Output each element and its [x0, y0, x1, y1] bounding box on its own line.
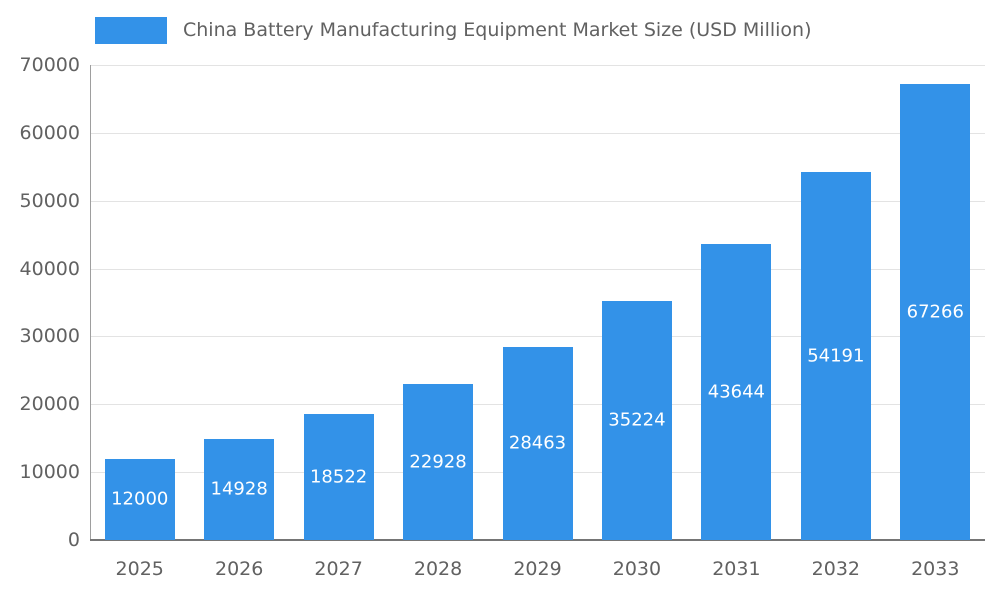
- bar: [601, 300, 672, 540]
- bar-value-label: 67266: [906, 301, 964, 323]
- y-axis-tick-label: 20000: [19, 393, 80, 416]
- x-axis-tick-label: 2027: [314, 558, 363, 580]
- x-axis-tick-label: 2033: [911, 558, 960, 580]
- y-axis-tick-label: 50000: [19, 189, 80, 212]
- y-axis-line: [90, 65, 91, 540]
- bar-value-label: 12000: [111, 488, 169, 510]
- bar: [900, 83, 971, 540]
- chart-title: China Battery Manufacturing Equipment Ma…: [183, 19, 812, 41]
- bar-value-label: 28463: [508, 432, 567, 454]
- gridline: [90, 268, 985, 270]
- gridline: [90, 65, 985, 66]
- bar-value-label: 14928: [210, 478, 268, 500]
- x-axis-tick-label: 2032: [811, 558, 861, 580]
- gridline: [90, 132, 985, 134]
- bar-value-label: 18522: [309, 466, 368, 488]
- x-axis-tick-label: 2025: [115, 558, 164, 580]
- gridline: [90, 200, 985, 202]
- gridline: [90, 336, 985, 338]
- legend-swatch: [95, 16, 167, 44]
- x-axis-tick-label: 2030: [612, 558, 662, 580]
- bar: [403, 384, 474, 540]
- bar-value-label: 22928: [409, 451, 467, 473]
- bar: [303, 414, 374, 540]
- x-axis-tick-label: 2026: [214, 558, 264, 580]
- bar: [800, 172, 871, 540]
- bar: [204, 438, 275, 540]
- bar-value-label: 43644: [707, 381, 766, 403]
- legend: China Battery Manufacturing Equipment Ma…: [95, 15, 812, 45]
- x-axis-tick-label: 2029: [513, 558, 562, 580]
- bar: [502, 346, 573, 540]
- x-axis-tick-label: 2028: [413, 558, 463, 580]
- y-axis-tick-label: 30000: [19, 325, 80, 348]
- x-axis-line: [90, 539, 985, 541]
- bar: [701, 243, 772, 540]
- bar-value-label: 35224: [608, 409, 666, 431]
- y-axis-tick-label: 10000: [19, 461, 80, 484]
- bar: [104, 458, 175, 540]
- y-axis-tick-label: 60000: [19, 121, 80, 144]
- bar-value-label: 54191: [807, 345, 865, 367]
- y-axis-tick-label: 0: [67, 529, 80, 551]
- y-axis-tick-label: 40000: [19, 257, 80, 280]
- y-axis-tick-label: 70000: [19, 54, 80, 76]
- x-axis-tick-label: 2031: [712, 558, 761, 580]
